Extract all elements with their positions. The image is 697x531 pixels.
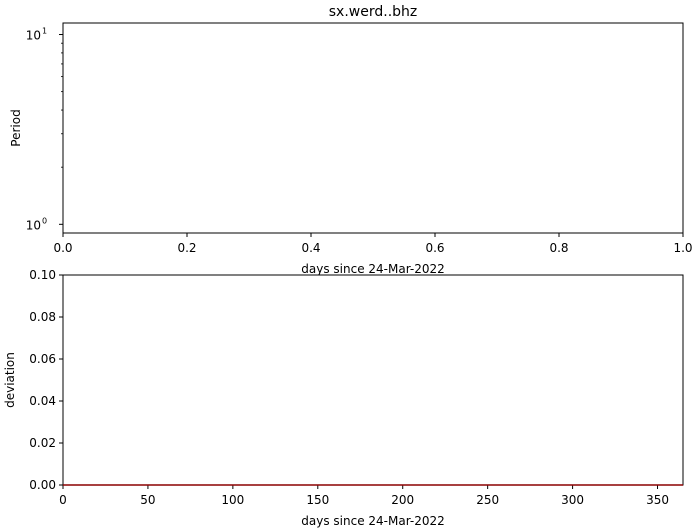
deviation-x-tick-label: 200: [391, 493, 414, 507]
deviation-x-tick-label: 0: [59, 493, 67, 507]
deviation-x-tick-label: 350: [646, 493, 669, 507]
deviation-plot-area: [62, 274, 684, 486]
period-x-tick-label: 0.0: [53, 241, 72, 255]
period-x-tick-label: 0.2: [177, 241, 196, 255]
period-x-tick-label: 0.4: [301, 241, 320, 255]
chart-title: sx.werd..bhz: [329, 4, 418, 20]
deviation-y-tick-label: 0.08: [29, 310, 56, 324]
period-y-tick-exponent: 1: [42, 27, 47, 36]
period-y-tick-exponent: 0: [42, 216, 47, 225]
period-y-tick-label: 10: [26, 29, 41, 43]
period-y-tick-label: 10: [26, 218, 41, 232]
deviation-x-tick-label: 50: [140, 493, 155, 507]
period-y-label: Period: [9, 109, 23, 146]
deviation-y-tick-label: 0.00: [29, 478, 56, 492]
period-x-label: days since 24-Mar-2022: [301, 262, 444, 276]
deviation-y-tick-label: 0.06: [29, 352, 56, 366]
deviation-y-label: deviation: [3, 352, 17, 408]
deviation-y-tick-label: 0.10: [29, 268, 56, 282]
deviation-axes: deviation days since 24-Mar-2022 0 50 100 1…: [3, 268, 684, 528]
deviation-y-tick-label: 0.04: [29, 394, 56, 408]
deviation-x-tick-label: 100: [221, 493, 244, 507]
deviation-x-tick-label: 150: [306, 493, 329, 507]
period-x-tick-label: 0.6: [425, 241, 444, 255]
deviation-x-tick-label: 250: [476, 493, 499, 507]
period-axes: sx.werd..bhz Period days since 24-Mar-20…: [9, 4, 693, 276]
period-x-tick-label: 1.0: [673, 241, 692, 255]
deviation-x-label: days since 24-Mar-2022: [301, 514, 444, 528]
period-plot-area: [62, 22, 684, 234]
deviation-x-tick-label: 300: [561, 493, 584, 507]
period-x-tick-label: 0.8: [549, 241, 568, 255]
deviation-y-tick-label: 0.02: [29, 436, 56, 450]
